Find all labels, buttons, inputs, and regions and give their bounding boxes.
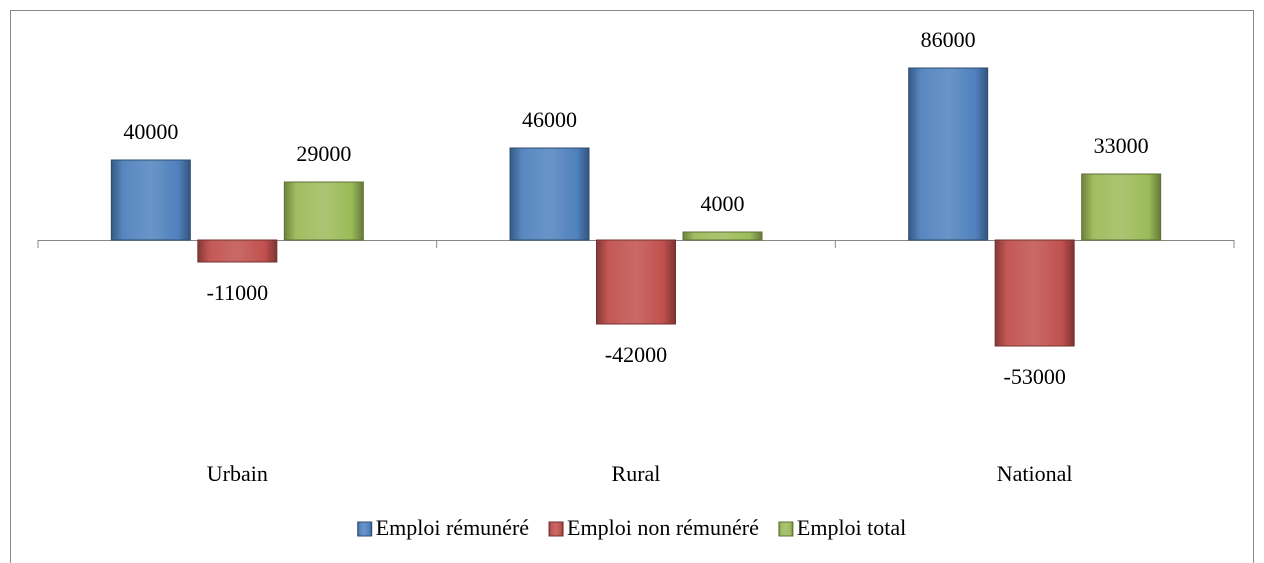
bar (197, 239, 278, 263)
legend-label: Emploi total (797, 515, 906, 540)
x-tick-label: Rural (612, 461, 661, 486)
data-label: -42000 (605, 342, 667, 367)
bar (682, 231, 763, 241)
data-label: -53000 (1004, 364, 1066, 389)
data-label: 46000 (522, 107, 577, 132)
legend-label: Emploi rémunéré (376, 515, 529, 540)
x-tick-label: Urbain (207, 461, 268, 486)
x-tick-label: National (997, 461, 1073, 486)
legend-marker (357, 521, 373, 537)
bar (596, 239, 676, 325)
bar (908, 67, 989, 241)
data-label: 4000 (701, 191, 745, 216)
data-label: 40000 (123, 119, 178, 144)
bar (1081, 173, 1162, 241)
legend-marker (778, 521, 794, 537)
bar (110, 159, 191, 241)
bar (283, 181, 364, 241)
chart-border (10, 10, 1254, 563)
bar (994, 239, 1075, 347)
data-label: 29000 (296, 141, 351, 166)
legend-marker (548, 521, 564, 537)
data-label: 86000 (921, 27, 976, 52)
data-label: 33000 (1094, 133, 1149, 158)
data-label: -11000 (207, 280, 269, 305)
bar (509, 147, 590, 241)
legend-label: Emploi non rémunéré (567, 515, 759, 540)
